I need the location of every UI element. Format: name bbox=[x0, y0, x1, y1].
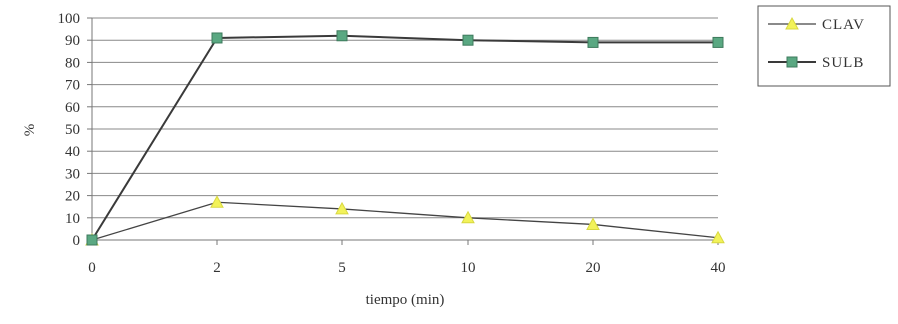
series-line-sulb bbox=[91, 34, 718, 241]
legend-box bbox=[757, 5, 891, 87]
series-line-clav bbox=[91, 201, 719, 241]
x-tick-label: 10 bbox=[461, 260, 476, 276]
legend-label-clav: CLAV bbox=[822, 17, 865, 33]
data-point-sulb bbox=[86, 234, 98, 246]
y-tick-label: 90 bbox=[65, 33, 80, 49]
data-point-sulb bbox=[211, 32, 223, 44]
data-point-clav bbox=[335, 201, 349, 215]
data-point-sulb bbox=[336, 30, 348, 42]
y-tick-label: 0 bbox=[73, 233, 81, 249]
x-tick-label: 0 bbox=[88, 260, 96, 276]
y-tick-label: 100 bbox=[58, 11, 81, 27]
y-tick-label: 10 bbox=[65, 211, 80, 227]
series-lines bbox=[91, 34, 719, 241]
y-tick-label: 70 bbox=[65, 78, 80, 94]
legend-label-sulb: SULB bbox=[822, 55, 864, 71]
data-point-sulb bbox=[712, 36, 724, 48]
series-markers bbox=[85, 30, 725, 246]
y-tick-label: 20 bbox=[65, 189, 80, 205]
data-point-clav bbox=[461, 210, 475, 224]
y-tick-label: 30 bbox=[65, 166, 80, 182]
axes bbox=[91, 18, 718, 241]
data-point-clav bbox=[210, 195, 224, 208]
y-tick-label: 80 bbox=[65, 55, 80, 71]
x-tick-label: 40 bbox=[711, 260, 726, 276]
x-tick-label: 20 bbox=[586, 260, 601, 276]
x-tick-label: 5 bbox=[338, 260, 346, 276]
legend: CLAV SULB bbox=[757, 5, 891, 87]
x-axis-title: tiempo (min) bbox=[366, 292, 445, 308]
y-tick-labels: 0 10 20 30 40 50 60 70 80 90 100 bbox=[58, 11, 81, 249]
x-tick-label: 2 bbox=[213, 260, 221, 276]
x-tick-labels: 0 2 5 10 20 40 bbox=[88, 240, 726, 276]
gridlines bbox=[87, 17, 718, 241]
data-point-clav bbox=[586, 217, 600, 230]
data-point-sulb bbox=[462, 34, 474, 46]
y-tick-label: 40 bbox=[65, 144, 80, 160]
data-point-clav bbox=[711, 230, 725, 244]
y-tick-label: 60 bbox=[65, 100, 80, 116]
legend-marker-sulb bbox=[786, 56, 798, 68]
data-point-sulb bbox=[587, 36, 599, 48]
y-axis-title: % bbox=[22, 124, 38, 137]
legend-marker-clav bbox=[785, 16, 799, 30]
y-tick-label: 50 bbox=[65, 122, 80, 138]
